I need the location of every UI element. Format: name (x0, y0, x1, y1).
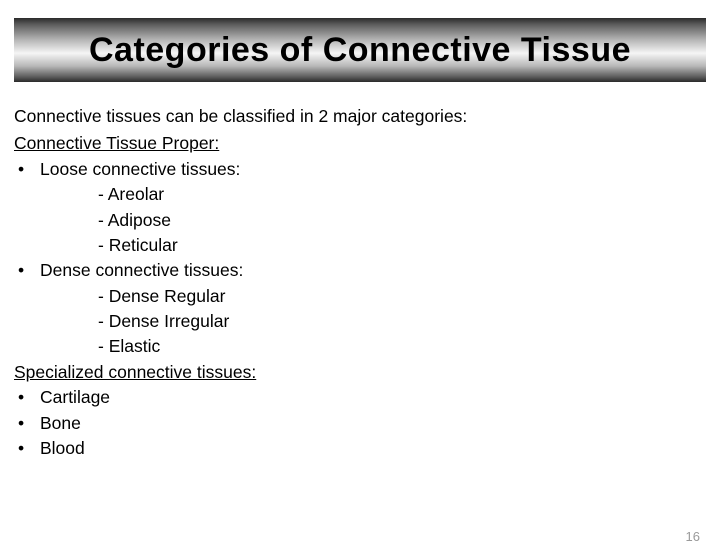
title-bar: Categories of Connective Tissue (14, 18, 706, 82)
bullet-bone: •Bone (14, 411, 706, 436)
sub-item: - Dense Regular (14, 284, 706, 309)
sub-item: - Adipose (14, 208, 706, 233)
bullet-label: Dense connective tissues: (40, 260, 243, 280)
section2-heading: Specialized connective tissues: (14, 360, 706, 385)
bullet-label: Loose connective tissues: (40, 159, 240, 179)
sub-item: - Dense Irregular (14, 309, 706, 334)
bullet-dense: •Dense connective tissues: (14, 258, 706, 283)
bullet-blood: •Blood (14, 436, 706, 461)
sub-item: - Elastic (14, 334, 706, 359)
bullet-label: Blood (40, 438, 85, 458)
sub-item: - Reticular (14, 233, 706, 258)
slide-title: Categories of Connective Tissue (89, 31, 631, 70)
bullet-label: Cartilage (40, 387, 110, 407)
bullet-dot-icon: • (18, 411, 40, 436)
section1-heading: Connective Tissue Proper: (14, 131, 706, 156)
bullet-dot-icon: • (18, 258, 40, 283)
bullet-dot-icon: • (18, 385, 40, 410)
intro-text: Connective tissues can be classified in … (14, 104, 706, 129)
bullet-dot-icon: • (18, 436, 40, 461)
sub-item: - Areolar (14, 182, 706, 207)
bullet-cartilage: •Cartilage (14, 385, 706, 410)
slide-content: Connective tissues can be classified in … (0, 82, 720, 461)
bullet-label: Bone (40, 413, 81, 433)
page-number: 16 (686, 529, 700, 544)
bullet-loose: •Loose connective tissues: (14, 157, 706, 182)
bullet-dot-icon: • (18, 157, 40, 182)
